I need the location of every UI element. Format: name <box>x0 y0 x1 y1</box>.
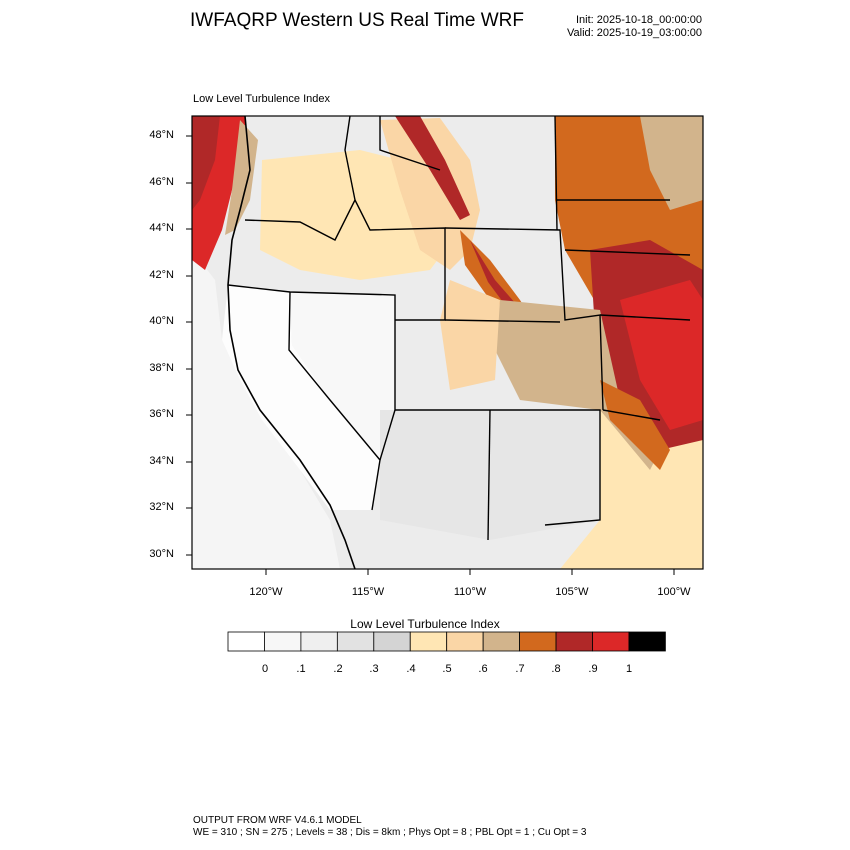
state-borders <box>227 116 691 541</box>
legend-label-0.8: .8 <box>551 663 561 675</box>
footer: OUTPUT FROM WRF V4.6.1 MODEL WE = 310 ; … <box>193 815 586 839</box>
colorbar-box <box>227 631 265 652</box>
colorbar-box <box>264 631 302 652</box>
colorbar-box <box>555 631 593 652</box>
panel-title: Low Level Turbulence Index <box>193 93 330 105</box>
lon-label-105: 105°W <box>555 586 589 598</box>
init-time: Init: 2025-10-18_00:00:00 <box>576 14 702 26</box>
colorbar-box <box>482 631 520 652</box>
coastline <box>227 116 356 569</box>
legend-label-0.7: .7 <box>515 663 525 675</box>
legend-label-1: 1 <box>625 663 633 675</box>
lon-label-115: 115°W <box>351 586 385 598</box>
lat-label-44: 44°N <box>149 222 174 234</box>
lon-label-110: 110°W <box>453 586 487 598</box>
lon-label-100: 100°W <box>657 586 691 598</box>
lat-label-36: 36°N <box>149 408 174 420</box>
colorbar-box <box>336 631 375 652</box>
lat-label-40: 40°N <box>149 315 174 327</box>
legend-label-0.2: .2 <box>333 663 343 675</box>
lat-label-42: 42°N <box>149 269 174 281</box>
legend-title: Low Level Turbulence Index <box>350 617 500 631</box>
colorbar-box <box>519 631 557 652</box>
lon-label-120: 120°W <box>249 586 283 598</box>
legend-label-0.5: .5 <box>442 663 452 675</box>
lat-label-38: 38°N <box>149 362 174 374</box>
legend-label-0.3: .3 <box>369 663 379 675</box>
lat-label-46: 46°N <box>149 176 174 188</box>
valid-time: Valid: 2025-10-19_03:00:00 <box>567 27 702 39</box>
lat-label-48: 48°N <box>149 129 174 141</box>
map-area <box>192 116 703 569</box>
colorbar-box <box>409 631 448 652</box>
axis-ticks <box>186 135 675 575</box>
legend-label-0.6: .6 <box>478 663 488 675</box>
legend-label-0.1: .1 <box>296 663 306 675</box>
colorbar-box <box>628 631 666 652</box>
colorbar-box <box>446 631 484 652</box>
lat-label-34: 34°N <box>149 455 174 467</box>
colorbar-box <box>373 631 411 652</box>
footer-config: WE = 310 ; SN = 275 ; Levels = 38 ; Dis … <box>193 827 587 838</box>
time-info: Init: 2025-10-18_00:00:00 Valid: 2025-10… <box>567 14 702 40</box>
footer-model: OUTPUT FROM WRF V4.6.1 MODEL <box>193 815 362 826</box>
main-title: IWFAQRP Western US Real Time WRF <box>190 10 524 31</box>
map-frame <box>191 115 704 570</box>
legend-label-0.4: .4 <box>406 663 416 675</box>
legend-label-0.9: .9 <box>588 663 598 675</box>
legend-label-0: 0 <box>261 663 269 675</box>
lat-label-30: 30°N <box>149 548 174 560</box>
colorbar-box <box>300 631 338 652</box>
colorbar-box <box>592 631 630 652</box>
lat-label-32: 32°N <box>149 501 174 513</box>
